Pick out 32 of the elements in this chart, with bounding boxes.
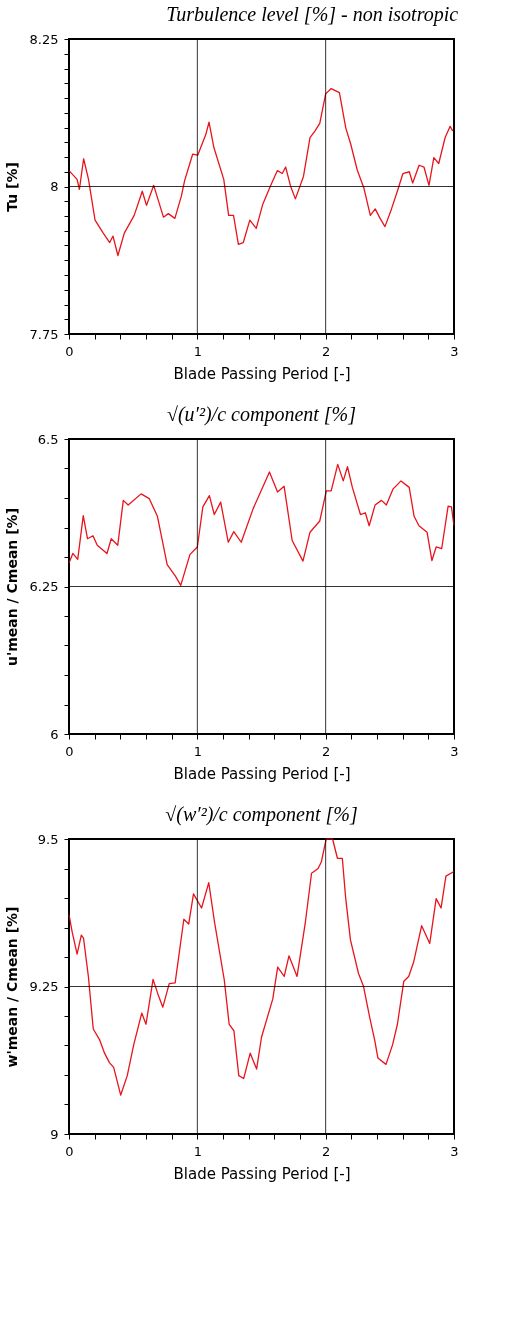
line-series [68,87,454,257]
chart-title: √(u′²)/c component [%] [166,403,357,426]
chart-title: √(w′²)/c component [%] [165,803,358,826]
y-tick-label: 6.25 [29,579,59,594]
y-tick-label: 8.25 [29,31,59,47]
y-axis-title: u'mean / Cmean [%] [3,507,20,667]
x-tick-label: 0 [65,343,74,359]
x-tick-label: 2 [322,343,331,359]
x-tick-label: 0 [65,1143,74,1159]
y-tick-label: 9.5 [37,831,59,847]
x-tick-label: 3 [450,1143,459,1159]
x-tick-label: 3 [450,343,459,359]
x-axis-title: Blade Passing Period [-] [173,364,351,383]
y-tick-label: 8 [50,179,59,194]
y-axis-title: w'mean / Cmean [%] [3,906,20,1068]
x-tick-label: 1 [193,1143,202,1159]
x-axis-title: Blade Passing Period [-] [173,764,351,783]
y-tick-label: 6 [50,726,59,742]
x-tick-label: 2 [322,1143,331,1159]
x-tick-label: 3 [450,743,459,759]
x-tick-label: 1 [193,343,202,359]
x-tick-label: 2 [322,743,331,759]
y-axis-title: Tu [%] [3,162,20,212]
line-series [68,463,455,586]
y-tick-label: 9.25 [29,979,59,994]
x-axis-title: Blade Passing Period [-] [173,1164,351,1183]
y-tick-label: 6.5 [37,431,59,447]
x-tick-label: 0 [65,743,74,759]
x-tick-label: 1 [193,743,202,759]
y-tick-label: 9 [50,1126,59,1142]
y-tick-label: 7.75 [29,326,59,342]
chart-title: Turbulence level [%] - non isotropic [166,3,459,26]
